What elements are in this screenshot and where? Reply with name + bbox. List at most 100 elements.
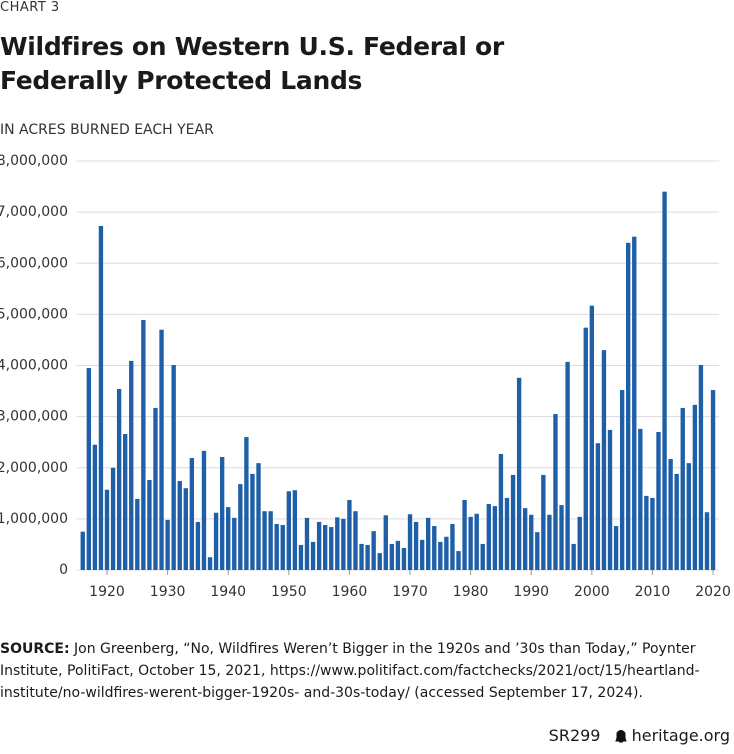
source-note: SOURCE: Jon Greenberg, “No, Wildfires We…	[0, 638, 720, 704]
report-id: SR299	[548, 726, 601, 745]
source-text: Jon Greenberg, “No, Wildfires Weren’t Bi…	[0, 641, 700, 701]
bar	[638, 428, 643, 570]
bar	[135, 498, 140, 570]
bar	[426, 517, 431, 570]
bar	[341, 518, 346, 570]
bar	[450, 523, 455, 570]
bar	[522, 508, 528, 570]
x-tick-label: 1950	[271, 584, 307, 600]
bar	[286, 491, 291, 570]
bar	[371, 531, 376, 570]
x-tick-label: 2010	[635, 584, 671, 600]
bar	[601, 350, 607, 570]
bar	[662, 191, 667, 571]
bar	[559, 505, 564, 570]
x-tick-label: 1930	[150, 584, 186, 600]
bar	[329, 527, 334, 570]
bar	[419, 539, 425, 570]
bar	[589, 305, 595, 570]
bar	[177, 481, 182, 570]
bar	[98, 225, 104, 570]
bar	[116, 389, 122, 570]
bar	[304, 517, 310, 570]
x-tick-label: 2000	[574, 584, 610, 600]
bar	[644, 495, 649, 570]
bar	[535, 532, 540, 570]
bar	[504, 497, 510, 570]
bar	[432, 526, 437, 570]
bar	[104, 489, 110, 570]
bar	[474, 513, 479, 570]
bar	[480, 543, 485, 570]
bar	[183, 488, 188, 570]
bar	[153, 407, 158, 570]
bar	[619, 390, 625, 570]
footer: SR299 heritage.org	[549, 726, 730, 745]
bar	[710, 390, 716, 570]
y-tick-label: 2,000,000	[0, 460, 68, 476]
bar	[413, 521, 419, 570]
bar	[692, 404, 698, 570]
bar	[92, 444, 98, 570]
bar	[607, 429, 613, 570]
bar	[80, 531, 85, 570]
bar	[238, 484, 243, 570]
y-tick-label: 8,000,000	[0, 153, 68, 169]
y-tick-label: 7,000,000	[0, 204, 68, 220]
x-tick-label: 2020	[695, 584, 731, 600]
bar	[129, 360, 134, 570]
bar	[595, 443, 601, 570]
bar	[492, 506, 498, 570]
bar	[322, 525, 328, 570]
bar	[565, 361, 570, 570]
kicker: CHART 3	[0, 0, 60, 15]
bar	[438, 541, 443, 570]
bar	[571, 543, 576, 570]
y-tick-label: 3,000,000	[0, 409, 68, 425]
bar	[553, 414, 558, 570]
bar	[310, 541, 316, 570]
bar	[365, 544, 370, 570]
x-tick-label: 1970	[392, 584, 428, 600]
bar	[189, 458, 195, 570]
bar	[298, 544, 304, 570]
bar	[347, 499, 352, 570]
bar	[529, 514, 534, 570]
bar	[626, 242, 631, 571]
site: heritage.org	[631, 726, 730, 745]
chart-title: Wildfires on Western U.S. Federal or Fed…	[0, 32, 504, 95]
bar	[698, 364, 704, 570]
bell-icon	[614, 730, 627, 743]
bar	[256, 463, 261, 570]
bar	[704, 512, 710, 570]
bar	[650, 497, 655, 570]
y-tick-label: 6,000,000	[0, 255, 68, 271]
y-tick-label: 1,000,000	[0, 511, 68, 527]
bar	[335, 517, 340, 570]
bar	[377, 553, 382, 570]
bar	[462, 499, 467, 570]
bar	[147, 480, 152, 570]
y-tick-label: 5,000,000	[0, 306, 68, 322]
bar	[395, 540, 401, 570]
bar	[674, 473, 679, 570]
bar	[407, 514, 413, 570]
bar	[86, 368, 92, 570]
bar	[232, 517, 237, 570]
bar	[583, 327, 588, 570]
source-label: SOURCE:	[0, 641, 70, 657]
bar	[110, 467, 116, 570]
bar	[456, 551, 461, 570]
bar	[219, 457, 225, 570]
x-tick-label: 1990	[513, 584, 549, 600]
bar	[165, 519, 170, 570]
bar	[680, 407, 685, 570]
bar	[250, 473, 255, 570]
bar	[547, 514, 552, 570]
bar	[498, 453, 504, 570]
bar	[274, 523, 279, 570]
bar	[486, 504, 491, 570]
x-tick-label: 1920	[89, 584, 125, 600]
bar	[444, 536, 449, 570]
bar	[226, 507, 231, 570]
